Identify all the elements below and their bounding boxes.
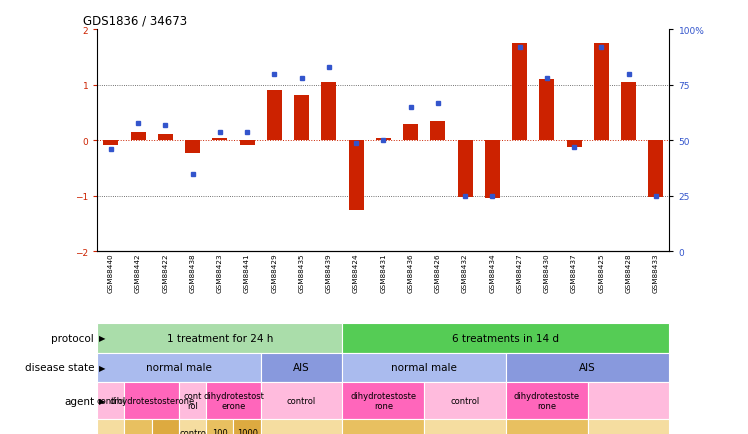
Bar [512, 44, 527, 141]
Text: 6 treatments in 14 d: 6 treatments in 14 d [453, 333, 560, 343]
Bar [594, 44, 609, 141]
Text: contro
l: contro l [180, 428, 206, 434]
Bar [403, 125, 418, 141]
Text: 100 nM: 100 nM [531, 433, 562, 434]
Text: AIS: AIS [293, 363, 310, 372]
Text: 1000
nM: 1000 nM [236, 428, 257, 434]
Bar [349, 141, 364, 210]
Bar [158, 135, 173, 141]
Text: protocol: protocol [52, 333, 94, 343]
Text: dihydrotestost
erone: dihydrotestost erone [203, 391, 264, 411]
Text: ▶: ▶ [99, 363, 105, 372]
Bar [212, 138, 227, 141]
Bar [566, 141, 582, 148]
Text: ▶: ▶ [99, 334, 105, 342]
Bar [375, 138, 391, 141]
Bar [103, 141, 118, 145]
Bar [131, 133, 146, 141]
Text: disease state: disease state [25, 363, 94, 372]
Text: control: control [96, 396, 126, 405]
Text: dihydrotestosterone: dihydrotestosterone [109, 396, 194, 405]
Text: 1 treatment for 24 h: 1 treatment for 24 h [167, 333, 273, 343]
Text: control: control [450, 396, 479, 405]
Text: 100 nM: 100 nM [368, 433, 399, 434]
Text: AIS: AIS [580, 363, 596, 372]
Bar [458, 141, 473, 197]
Bar [239, 141, 254, 145]
Bar [267, 91, 282, 141]
Bar [539, 80, 554, 141]
Text: control: control [96, 433, 126, 434]
Bar [185, 141, 200, 153]
Text: cont
rol: cont rol [183, 391, 202, 411]
Bar [294, 95, 309, 141]
Text: dose: dose [70, 433, 94, 434]
Text: normal male: normal male [391, 363, 457, 372]
Text: control: control [450, 433, 479, 434]
Bar [430, 122, 445, 141]
Bar [322, 83, 337, 141]
Text: 1000 nM: 1000 nM [147, 433, 183, 434]
Text: dihydrotestoste
rone: dihydrotestoste rone [350, 391, 417, 411]
Text: control: control [287, 433, 316, 434]
Text: agent: agent [64, 396, 94, 406]
Bar [485, 141, 500, 198]
Text: 100
nM: 100 nM [212, 428, 227, 434]
Text: normal male: normal male [146, 363, 212, 372]
Text: 100 nM: 100 nM [123, 433, 153, 434]
Text: GDS1836 / 34673: GDS1836 / 34673 [82, 15, 187, 28]
Text: control: control [287, 396, 316, 405]
Text: ▶: ▶ [99, 396, 105, 405]
Text: dihydrotestoste
rone: dihydrotestoste rone [514, 391, 580, 411]
Text: ▶: ▶ [99, 433, 105, 434]
Bar [649, 141, 663, 197]
Bar [621, 83, 636, 141]
